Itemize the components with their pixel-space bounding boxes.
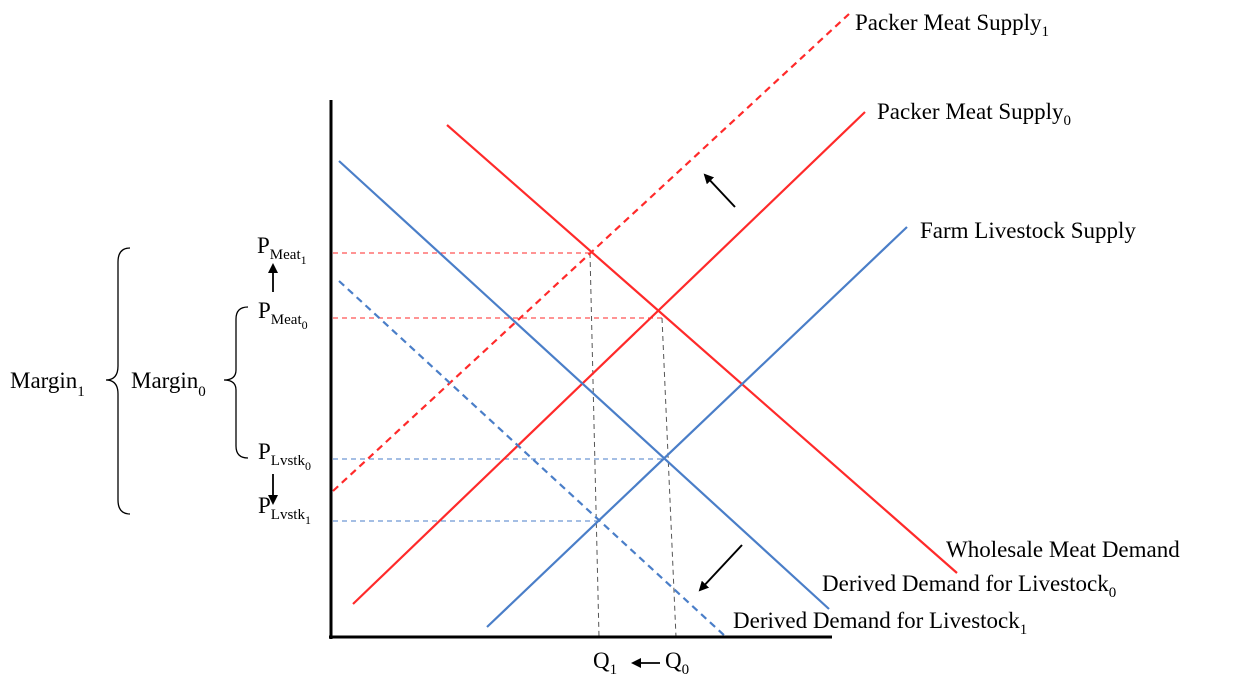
packer-meat-supply-1-label: Packer Meat Supply1 <box>855 10 1049 40</box>
demand-shift-arrow-icon <box>698 544 743 592</box>
curves <box>332 13 958 638</box>
price-labels: PMeat1 PMeat0 PLvstk0 PLvstk1 <box>257 233 311 527</box>
margin-0-brace <box>223 306 249 459</box>
derived-demand-0-line <box>338 160 830 610</box>
packer-meat-supply-0-label: Packer Meat Supply0 <box>877 99 1071 129</box>
p-lvstk-1-label: PLvstk1 <box>258 493 311 527</box>
margin-0-label: Margin0 <box>131 368 206 400</box>
supply-shift-arrow-icon <box>703 173 736 208</box>
packer-meat-supply-0-line <box>352 111 866 605</box>
margin-braces <box>105 247 249 515</box>
wholesale-meat-demand-label: Wholesale Meat Demand <box>946 537 1180 562</box>
q0-label: Q0 <box>665 648 689 677</box>
quantity-labels: Q1 Q0 <box>593 648 689 677</box>
farm-livestock-supply-label: Farm Livestock Supply <box>920 218 1136 243</box>
derived-demand-1-label: Derived Demand for Livestock1 <box>733 608 1027 638</box>
derived-demand-0-label: Derived Demand for Livestock0 <box>822 571 1116 601</box>
curve-labels: Packer Meat Supply1 Packer Meat Supply0 … <box>733 10 1180 638</box>
guide-lines <box>333 252 677 638</box>
axes <box>329 100 832 639</box>
p-meat-0-label: PMeat0 <box>258 298 308 332</box>
derived-demand-1-line <box>338 280 727 638</box>
farm-livestock-supply-line <box>486 226 908 628</box>
p-meat-1-label: PMeat1 <box>257 233 307 267</box>
wholesale-meat-demand-line <box>446 124 958 574</box>
margin-1-brace <box>105 247 131 515</box>
p-lvstk-0-label: PLvstk0 <box>258 439 311 473</box>
margin-labels: Margin1 Margin0 <box>10 368 206 400</box>
shift-arrows <box>268 173 743 668</box>
margin-1-label: Margin1 <box>10 368 85 400</box>
q1-label: Q1 <box>593 648 617 677</box>
guide-q0 <box>661 317 677 638</box>
guide-q1 <box>589 252 600 638</box>
